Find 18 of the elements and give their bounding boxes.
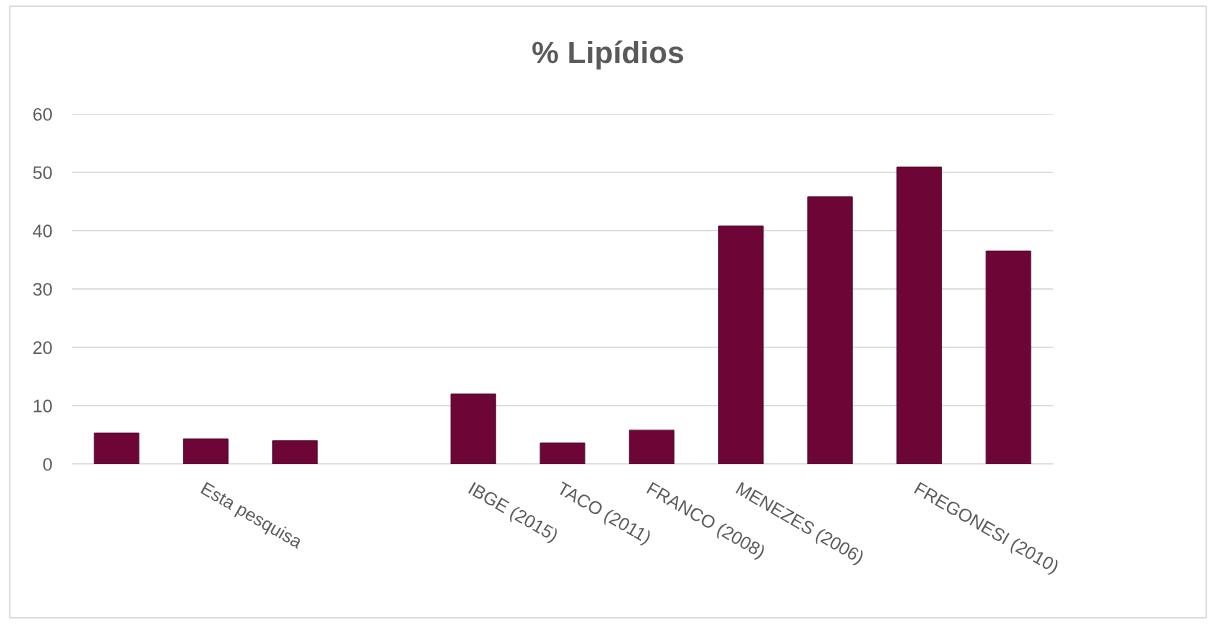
y-tick-label: 0 [43, 457, 52, 471]
bar [539, 442, 586, 464]
y-tick-label: 50 [33, 166, 52, 180]
bar [183, 438, 229, 464]
y-tick-label: 20 [33, 341, 52, 355]
bar [896, 166, 942, 464]
y-tick-label: 40 [32, 224, 52, 238]
y-tick-label: 60 [33, 107, 52, 121]
chart-title: % Lipídios [532, 40, 684, 70]
bar [628, 429, 675, 464]
bar [450, 393, 497, 464]
bar [272, 440, 318, 464]
bar [985, 250, 1032, 464]
bar [93, 432, 140, 464]
bar [807, 196, 853, 464]
y-tick-label: 10 [33, 399, 52, 413]
y-tick-label: 30 [33, 282, 52, 296]
bar [718, 225, 764, 464]
